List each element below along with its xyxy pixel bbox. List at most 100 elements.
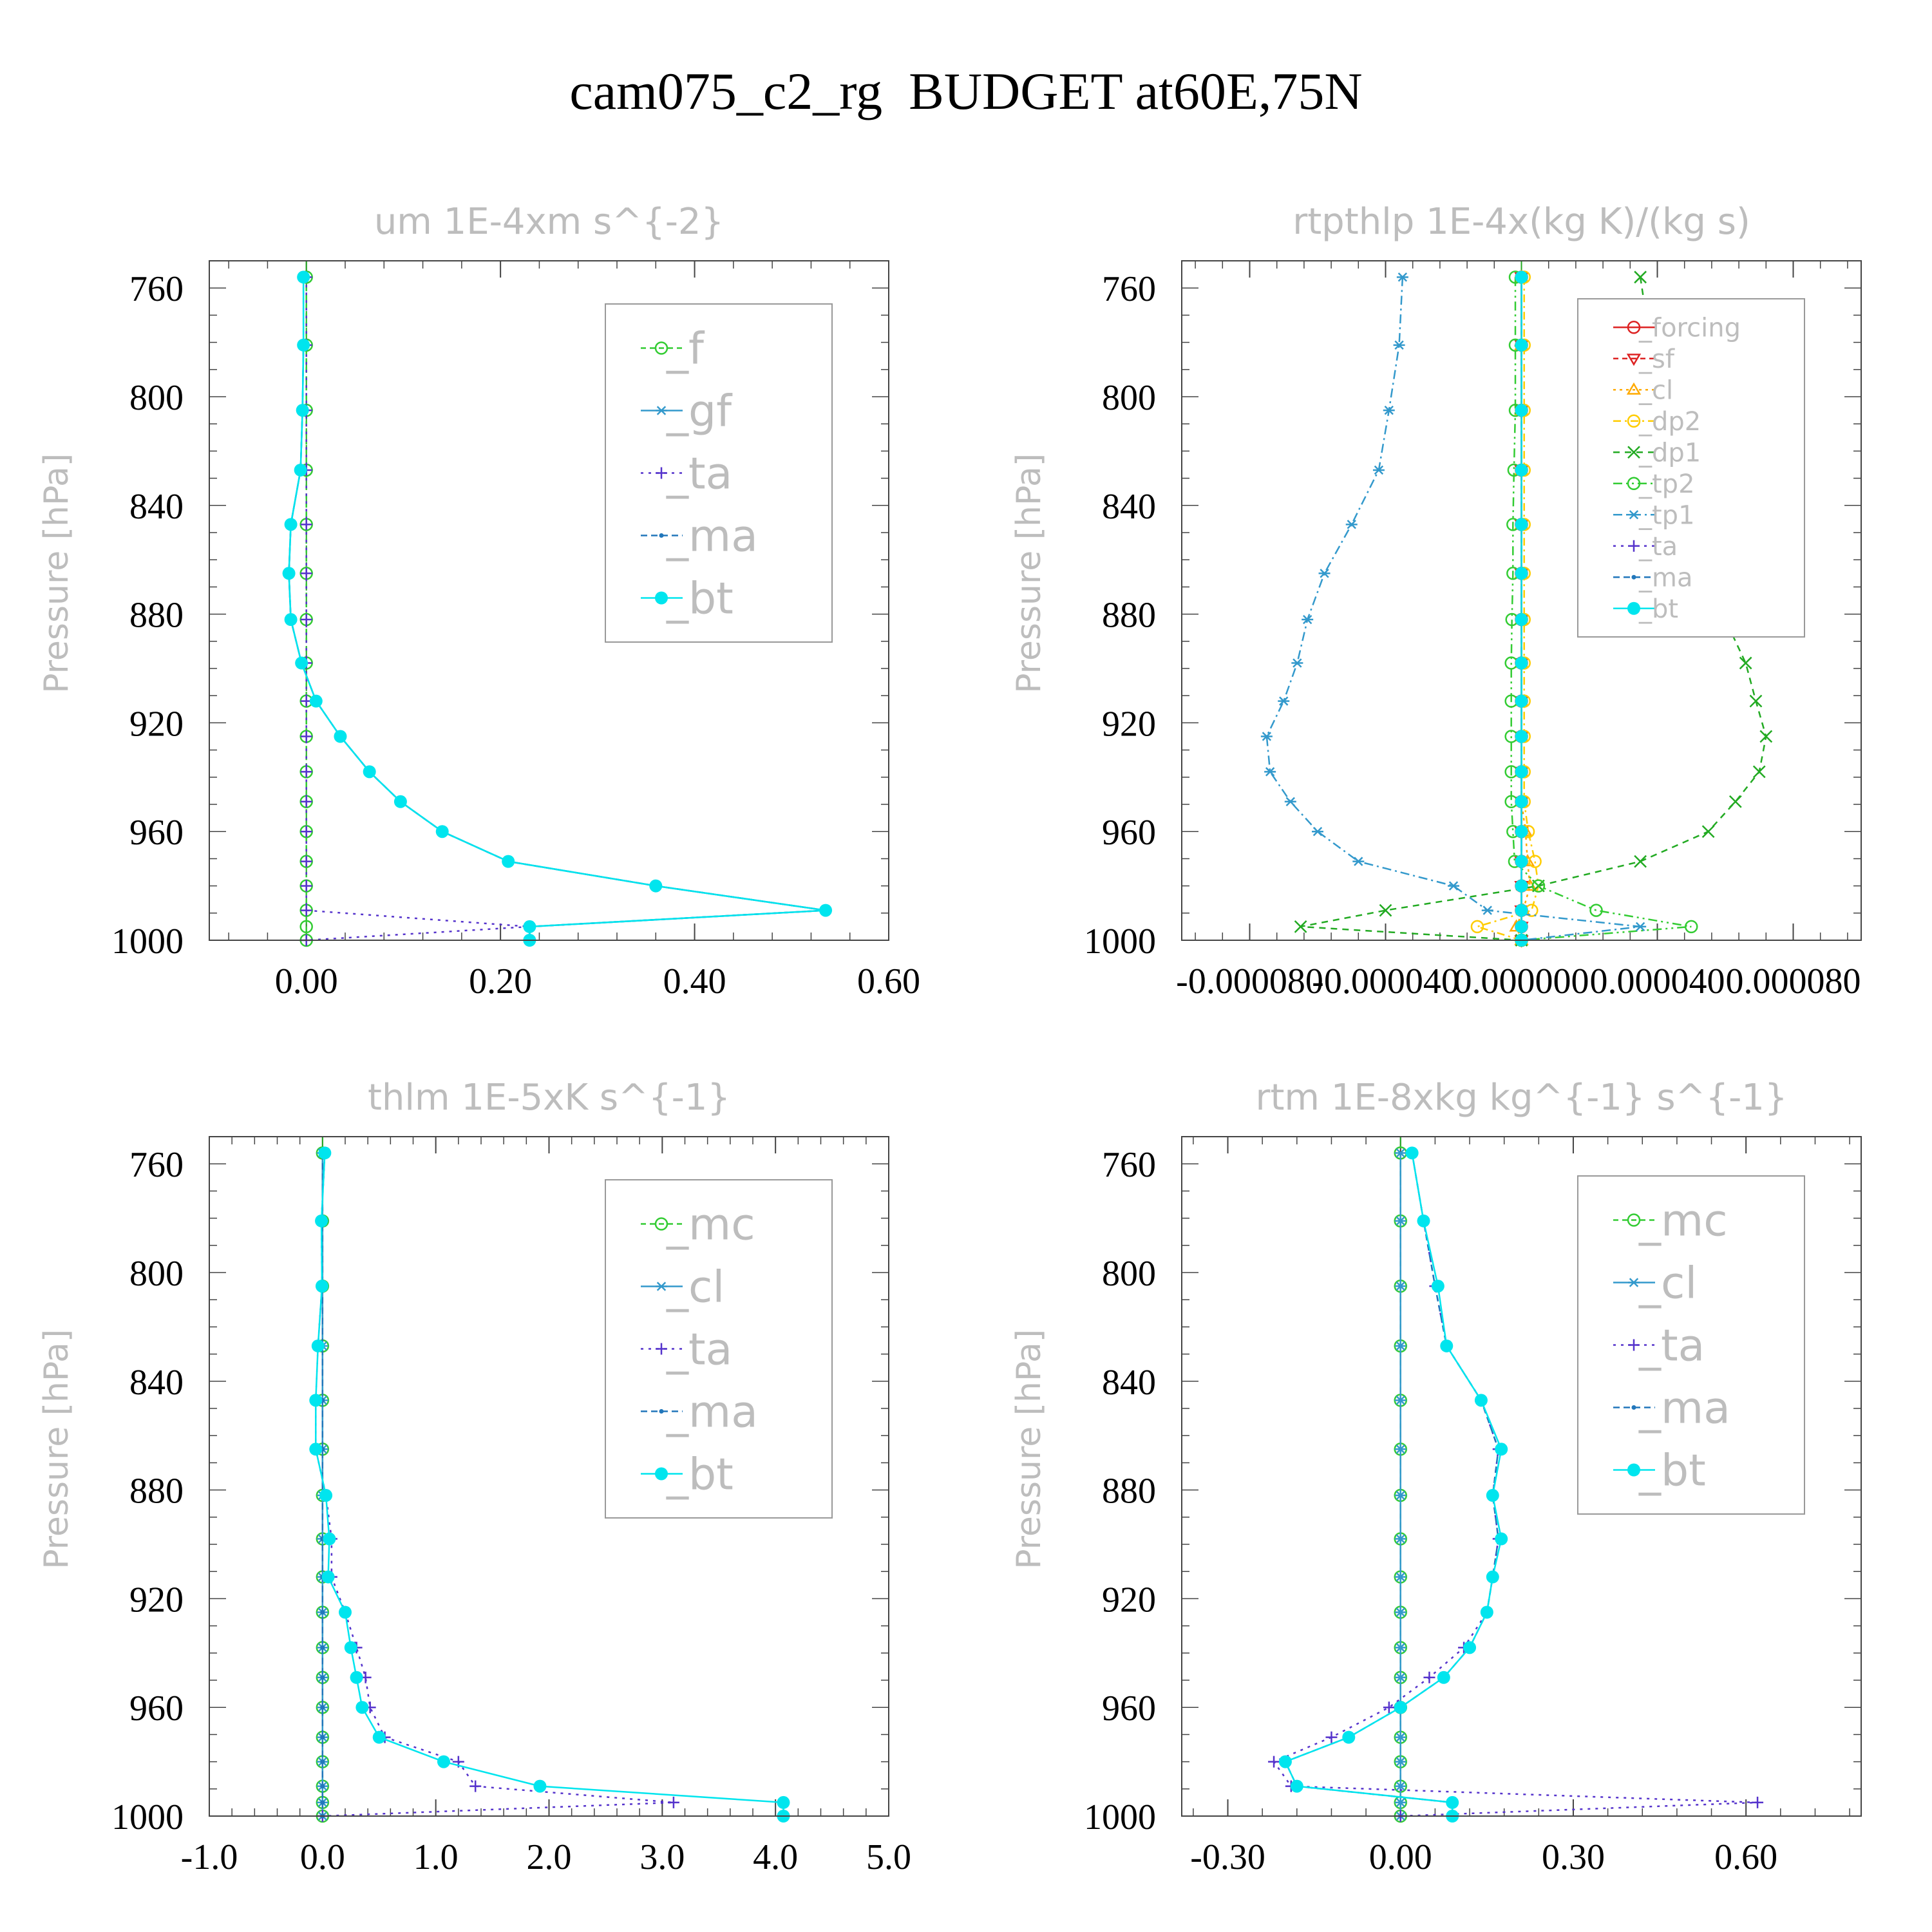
series-line <box>305 277 530 942</box>
legend-marker <box>1627 477 1641 490</box>
series-line <box>1265 277 1641 942</box>
y-tick-label: 920 <box>129 704 184 744</box>
data-point <box>1515 825 1528 838</box>
legend-marker <box>1627 446 1640 459</box>
legend-marker <box>1627 1463 1640 1477</box>
legend-marker <box>1626 354 1642 366</box>
data-point <box>1405 1146 1419 1160</box>
data-point <box>1701 825 1715 838</box>
data-point <box>667 1796 679 1808</box>
y-tick-label: 840 <box>129 487 184 527</box>
data-point <box>319 1489 333 1502</box>
legend-marker <box>1626 382 1642 395</box>
data-point <box>344 1641 357 1654</box>
data-point <box>1394 1643 1406 1653</box>
data-point <box>1394 1444 1406 1454</box>
legend-label: _ta <box>666 448 732 499</box>
data-point <box>284 518 298 531</box>
y-tick-label: 840 <box>1102 1363 1156 1403</box>
y-tick-label: 800 <box>129 1254 184 1294</box>
data-point <box>320 1800 325 1805</box>
data-point <box>1394 1396 1406 1405</box>
data-point <box>320 1675 325 1680</box>
data-point <box>1394 1607 1406 1617</box>
data-point <box>300 730 312 743</box>
data-point <box>1284 797 1296 806</box>
x-tick-label: 0.000080 <box>1726 961 1861 1001</box>
data-point <box>1325 1731 1338 1743</box>
data-point <box>1470 920 1484 934</box>
data-point <box>1515 463 1528 477</box>
legend-marker <box>655 1467 668 1481</box>
y-axis-label: Pressure [hPa] <box>1010 1329 1048 1569</box>
panel-title: rtm 1E-8xkg kg^{-1} s^{-1} <box>1255 1077 1787 1119</box>
legend-marker <box>1631 574 1636 580</box>
data-point <box>1290 1779 1303 1793</box>
data-point <box>309 1394 323 1407</box>
legend-label: _dp1 <box>1638 438 1701 468</box>
data-point <box>1531 879 1546 893</box>
plot-frame <box>1181 260 1862 941</box>
data-point <box>1318 569 1331 578</box>
y-tick-label: 960 <box>1102 1689 1156 1728</box>
data-point <box>1294 920 1307 933</box>
data-point <box>1728 795 1742 808</box>
series-line <box>1510 277 1692 942</box>
legend-label: _bt <box>666 573 734 624</box>
y-axis-label: Pressure [hPa] <box>1010 453 1048 694</box>
legend-marker <box>656 1343 667 1355</box>
data-point <box>323 1532 336 1546</box>
data-point <box>1634 922 1647 932</box>
data-point <box>297 270 310 284</box>
legend-box <box>1577 298 1805 638</box>
series-line <box>1515 277 1531 941</box>
legend-marker <box>1628 1339 1640 1351</box>
data-point <box>372 1730 386 1744</box>
data-point <box>334 730 347 743</box>
data-point <box>1448 881 1459 891</box>
legend-marker <box>1628 510 1640 520</box>
x-tick-label: 0.40 <box>663 961 726 1001</box>
panel-title: thlm 1E-5xK s^{-1} <box>368 1077 730 1119</box>
x-tick-label: 0.60 <box>857 961 920 1001</box>
data-point <box>1495 1532 1508 1546</box>
legend: _mc _cl _ta _ma _bt <box>605 1179 833 1519</box>
data-point <box>1394 1148 1406 1158</box>
data-point <box>1480 1605 1493 1619</box>
data-point <box>1352 857 1365 866</box>
data-point <box>1634 855 1647 868</box>
data-point <box>1396 272 1408 282</box>
x-tick-label: -1.0 <box>181 1837 238 1877</box>
data-point <box>318 1146 332 1160</box>
series-line <box>1284 1153 1502 1816</box>
data-point <box>309 1443 323 1456</box>
y-tick-label: 1000 <box>111 1797 184 1837</box>
data-point <box>502 855 515 868</box>
data-point <box>1515 270 1528 284</box>
x-tick-label: 1.0 <box>413 1837 459 1877</box>
x-tick-label: 0.30 <box>1542 1837 1605 1877</box>
data-point <box>1486 1489 1499 1502</box>
data-point <box>363 765 376 779</box>
legend-label: _cl <box>1638 375 1673 405</box>
data-point <box>1431 1280 1444 1293</box>
y-tick-label: 1000 <box>111 922 184 961</box>
legend-marker <box>1627 321 1641 334</box>
data-point <box>1437 1671 1450 1684</box>
y-tick-label: 920 <box>129 1580 184 1620</box>
legend-label: _f <box>666 323 705 374</box>
legend-label: _ma <box>666 1387 758 1437</box>
data-point <box>1394 1572 1406 1582</box>
plot-frame <box>1181 1136 1862 1817</box>
data-point <box>1394 1781 1406 1791</box>
series-dp2 <box>1470 270 1546 947</box>
x-tick-label: 0.000040 <box>1590 961 1725 1001</box>
data-point <box>1515 567 1528 580</box>
data-point <box>1515 518 1528 531</box>
data-point <box>300 567 312 580</box>
legend-label: _ma <box>666 511 758 562</box>
data-point <box>1278 1755 1292 1768</box>
data-point <box>315 1280 328 1293</box>
data-point <box>1312 827 1323 837</box>
data-point <box>1749 694 1763 708</box>
